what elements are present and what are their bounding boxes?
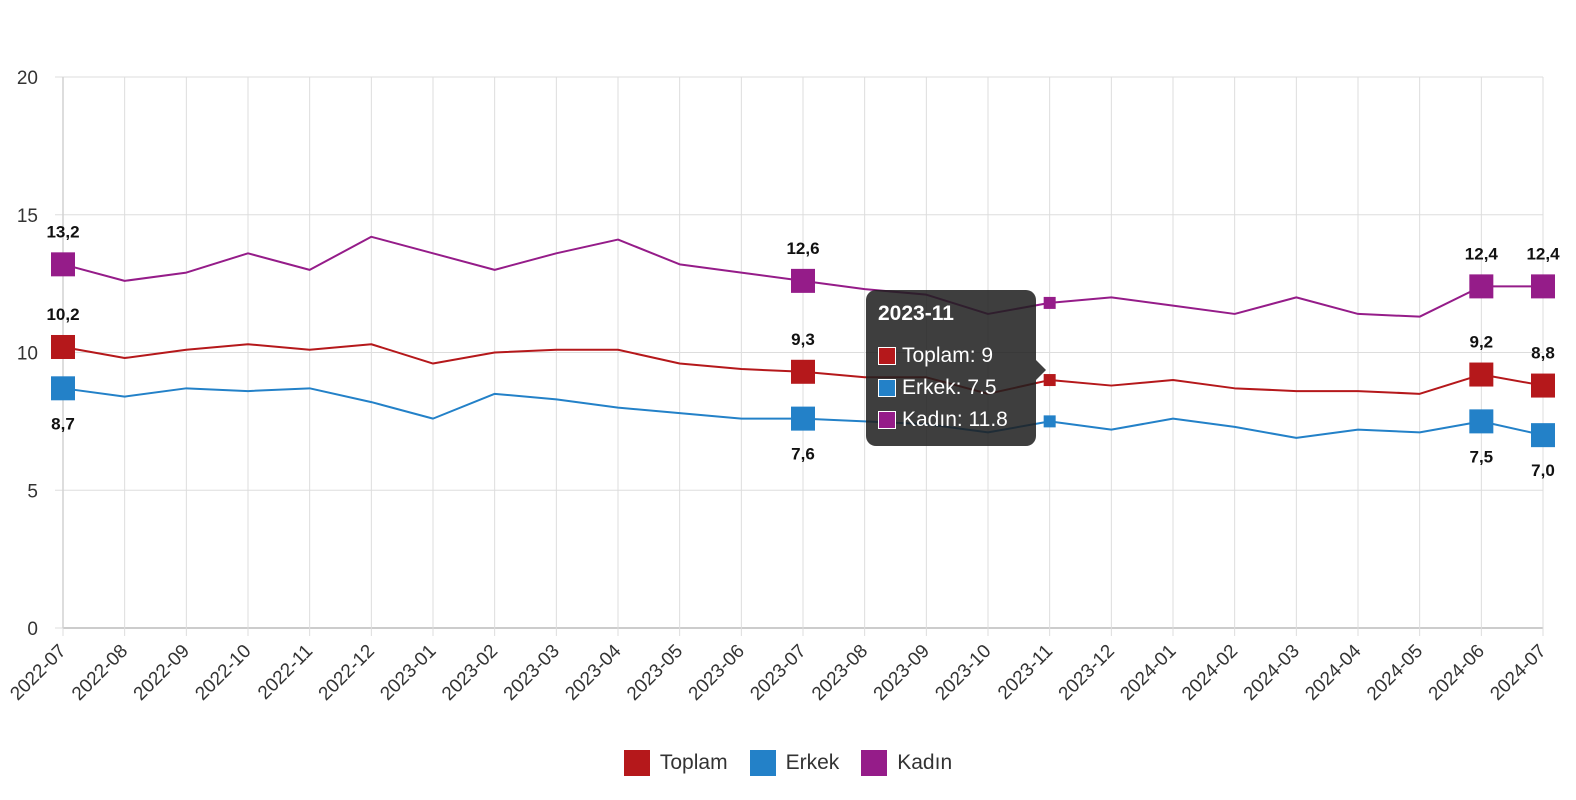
marker-toplam	[791, 359, 815, 384]
data-label-toplam: 8,8	[1531, 344, 1555, 363]
data-label-erkek: 8,7	[51, 414, 75, 433]
tooltip-title: 2023-11	[878, 302, 954, 325]
x-tick-label: 2023-01	[376, 641, 440, 705]
legend-swatch-kadin	[861, 750, 888, 776]
x-tick-label: 2023-02	[438, 641, 502, 705]
hover-marker-kadin	[1043, 296, 1056, 309]
y-tick-label: 5	[27, 481, 38, 502]
x-tick-label: 2023-07	[746, 641, 810, 705]
marker-erkek	[51, 376, 75, 401]
tooltip-row-text: Kadın: 11.8	[902, 408, 1008, 431]
x-tick-label: 2023-12	[1055, 641, 1119, 705]
x-tick-label: 2022-12	[315, 641, 379, 705]
x-tick-label: 2023-08	[808, 641, 872, 705]
x-tick-label: 2022-11	[254, 641, 317, 704]
tooltip-swatch-kadin	[878, 411, 896, 429]
tooltip-row-text: Erkek: 7.5	[902, 376, 997, 399]
x-tick-label: 2023-10	[931, 641, 995, 705]
x-tick-label: 2024-05	[1363, 641, 1427, 705]
tooltip: 2023-11 Toplam: 9 Erkek: 7.5 Kadın: 11.8	[866, 290, 1046, 446]
data-label-toplam: 10,2	[46, 305, 79, 324]
legend-item-kadin[interactable]: Kadın	[861, 750, 952, 776]
legend-label: Erkek	[785, 751, 840, 774]
x-tick-label: 2023-05	[623, 641, 687, 705]
x-tick-label: 2023-09	[870, 641, 934, 705]
marker-erkek	[1469, 409, 1494, 434]
data-label-kadin: 12,6	[786, 239, 819, 258]
y-axis-ticks: 0 5 10 15 20	[17, 68, 38, 640]
x-tick-label: 2023-06	[685, 641, 749, 705]
x-tick-label: 2023-11	[994, 641, 1057, 704]
data-labels: 10,2 9,3 9,2 8,8 8,7 7,6 7,5 7,0 13,2 12,6 12,4 12,…	[46, 222, 1560, 480]
y-tick-label: 15	[17, 206, 38, 227]
data-label-erkek: 7,6	[791, 445, 815, 464]
x-tick-label: 2022-07	[6, 641, 70, 705]
legend-item-toplam[interactable]: Toplam	[623, 750, 728, 776]
data-label-kadin: 12,4	[1526, 244, 1560, 263]
x-tick-label: 2022-08	[68, 641, 132, 705]
x-tick-label: 2023-04	[561, 640, 625, 704]
legend-swatch-erkek	[749, 750, 776, 776]
legend: Toplam Erkek Kadın	[0, 746, 1576, 780]
data-label-toplam: 9,3	[791, 330, 815, 349]
x-tick-label: 2024-06	[1425, 641, 1489, 705]
y-tick-label: 10	[17, 344, 38, 365]
tooltip-row-erkek: Erkek: 7.5	[878, 372, 1024, 404]
tooltip-row-text: Toplam: 9	[902, 344, 994, 367]
data-label-erkek: 7,5	[1470, 447, 1494, 466]
data-label-erkek: 7,0	[1531, 461, 1555, 480]
hover-marker-toplam	[1043, 374, 1056, 387]
y-tick-label: 0	[27, 619, 38, 640]
x-tick-label: 2022-10	[191, 641, 255, 705]
tooltip-row-kadin: Kadın: 11.8	[878, 404, 1024, 436]
x-tick-label: 2024-02	[1178, 641, 1242, 705]
legend-swatch-toplam	[623, 750, 650, 776]
tooltip-swatch-toplam	[878, 347, 896, 365]
data-label-kadin: 13,2	[46, 222, 79, 241]
marker-kadin	[51, 252, 75, 277]
series-markers	[51, 252, 1555, 448]
tooltip-row-toplam: Toplam: 9	[878, 340, 1024, 372]
marker-erkek	[1531, 423, 1555, 448]
x-tick-label: 2023-03	[500, 641, 564, 705]
data-label-toplam: 9,2	[1470, 333, 1494, 352]
tooltip-swatch-erkek	[878, 379, 896, 397]
x-tick-label: 2024-03	[1240, 641, 1304, 705]
marker-kadin	[791, 268, 815, 293]
marker-toplam	[1531, 373, 1555, 398]
legend-label: Kadın	[897, 751, 953, 774]
legend-item-erkek[interactable]: Erkek	[749, 750, 840, 776]
x-tick-label: 2024-04	[1301, 640, 1365, 704]
legend-label: Toplam	[659, 751, 728, 774]
marker-erkek	[791, 406, 815, 431]
marker-kadin	[1469, 274, 1494, 299]
marker-toplam	[1469, 362, 1494, 387]
x-axis-ticks: 2022-072022-082022-092022-102022-112022-…	[6, 640, 1550, 704]
data-label-kadin: 12,4	[1465, 244, 1499, 263]
x-tick-label: 2022-09	[130, 641, 194, 705]
marker-kadin	[1531, 274, 1555, 299]
x-tick-label: 2024-07	[1486, 641, 1550, 705]
marker-toplam	[51, 334, 75, 359]
x-tick-label: 2024-01	[1116, 641, 1180, 705]
grid	[55, 76, 1544, 636]
hover-marker-erkek	[1043, 415, 1056, 428]
y-tick-label: 20	[17, 68, 38, 89]
